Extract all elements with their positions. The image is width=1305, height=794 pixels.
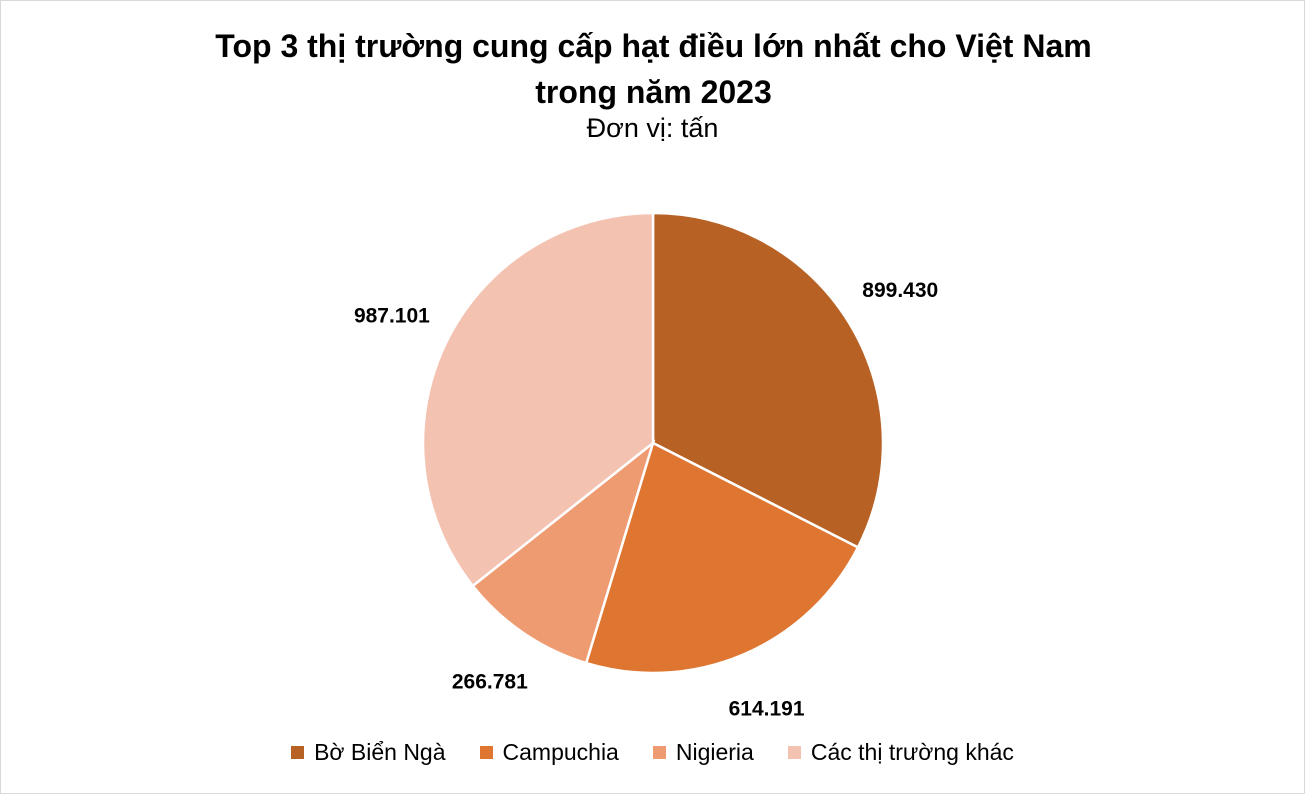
pie-slice	[584, 441, 860, 675]
pie-slice	[421, 211, 655, 588]
legend-item: Các thị trường khác	[787, 739, 1014, 766]
legend-item: Campuchia	[479, 739, 619, 766]
pie-slice	[471, 439, 656, 665]
legend: Bờ Biển Ngà Campuchia Nigieria Các thị trườ…	[1, 739, 1304, 766]
data-label: 899.430	[862, 279, 938, 302]
legend-item: Nigieria	[652, 739, 754, 766]
legend-label: Các thị trường khác	[810, 739, 1014, 765]
data-label: 987.101	[354, 304, 430, 327]
legend-swatch	[652, 746, 666, 759]
pie-area: 899.430 614.191 266.781 987.101	[354, 211, 938, 720]
legend-swatch	[787, 746, 801, 759]
legend-label: Nigieria	[675, 739, 754, 765]
data-label: 614.191	[729, 697, 805, 720]
legend-label: Campuchia	[502, 739, 619, 765]
legend-swatch	[479, 746, 493, 759]
data-label: 266.781	[452, 670, 528, 693]
pie-slice	[651, 211, 885, 550]
legend-item: Bờ Biển Ngà	[291, 739, 446, 766]
chart-subtitle: Đơn vị: tấn	[586, 113, 719, 143]
legend-label: Bờ Biển Ngà	[314, 739, 446, 765]
legend-swatch	[291, 746, 305, 759]
chart-title: Top 3 thị trường cung cấp hạt điều lớn n…	[215, 28, 1092, 110]
